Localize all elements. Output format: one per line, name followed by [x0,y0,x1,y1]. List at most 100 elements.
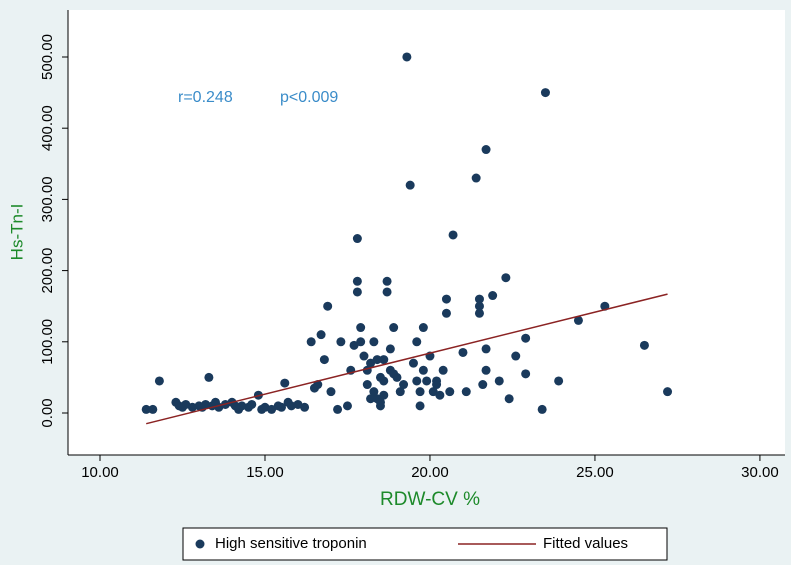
point [481,145,491,155]
point [474,308,484,318]
point [336,337,346,347]
point [412,376,422,386]
point [267,404,277,414]
y-tick-label: 500.00 [39,34,56,80]
point [154,376,164,386]
point [504,394,514,404]
point [428,387,438,397]
point [458,347,468,357]
point [501,273,511,283]
point [540,88,550,98]
point [382,276,392,286]
y-tick-label: 400.00 [39,105,56,151]
point [300,402,310,412]
point [511,351,521,361]
point [389,369,399,379]
annotation: p<0.009 [280,89,338,106]
point [276,402,286,412]
point [448,230,458,240]
point [481,344,491,354]
point [379,355,389,365]
point [379,390,389,400]
point [366,358,376,368]
point [405,180,415,190]
x-tick-label: 20.00 [411,464,449,481]
point [461,387,471,397]
point [333,404,343,414]
x-tick-label: 15.00 [246,464,284,481]
legend-label: Fitted values [543,535,628,552]
point [415,387,425,397]
point [349,340,359,350]
point [352,276,362,286]
x-axis-label: RDW-CV % [380,489,480,510]
y-axis-label: Hs-Tn-I [7,204,26,261]
point [356,337,366,347]
legend-marker [195,539,205,549]
point [474,301,484,311]
point [438,365,448,375]
point [148,404,158,414]
point [488,291,498,301]
legend-label: High sensitive troponin [215,535,367,552]
x-tick-label: 10.00 [81,464,119,481]
y-tick-label: 200.00 [39,248,56,294]
point [366,394,376,404]
annotation: r=0.248 [178,89,233,106]
point [663,387,673,397]
point [481,365,491,375]
point [316,330,326,340]
point [204,372,214,382]
x-tick-label: 30.00 [741,464,779,481]
point [382,287,392,297]
point [141,404,151,414]
point [537,404,547,414]
point [359,351,369,361]
point [402,52,412,62]
point [408,358,418,368]
point [441,294,451,304]
point [247,399,257,409]
point [474,294,484,304]
point [412,337,422,347]
point [494,376,504,386]
point [352,234,362,244]
point [432,380,442,390]
point [362,380,372,390]
point [478,380,488,390]
legend [182,527,668,561]
point [379,376,389,386]
plot-area [68,10,785,455]
point [445,387,455,397]
x-tick-label: 25.00 [576,464,614,481]
point [554,376,564,386]
point [372,355,382,365]
point [280,378,290,388]
point [415,401,425,411]
point [369,337,379,347]
point [352,287,362,297]
point [521,333,531,343]
point [521,369,531,379]
point [418,323,428,333]
y-tick-label: 0.00 [39,398,56,427]
point [399,380,409,390]
point [342,401,352,411]
point [395,387,405,397]
point [441,308,451,318]
point [319,355,329,365]
point [326,387,336,397]
point [422,376,432,386]
point [389,323,399,333]
point [435,390,445,400]
point [418,365,428,375]
point [573,315,583,325]
point [323,301,333,311]
point [306,337,316,347]
point [385,344,395,354]
fit-line [146,293,668,425]
y-tick-label: 300.00 [39,176,56,222]
point [375,397,385,407]
point [369,387,379,397]
